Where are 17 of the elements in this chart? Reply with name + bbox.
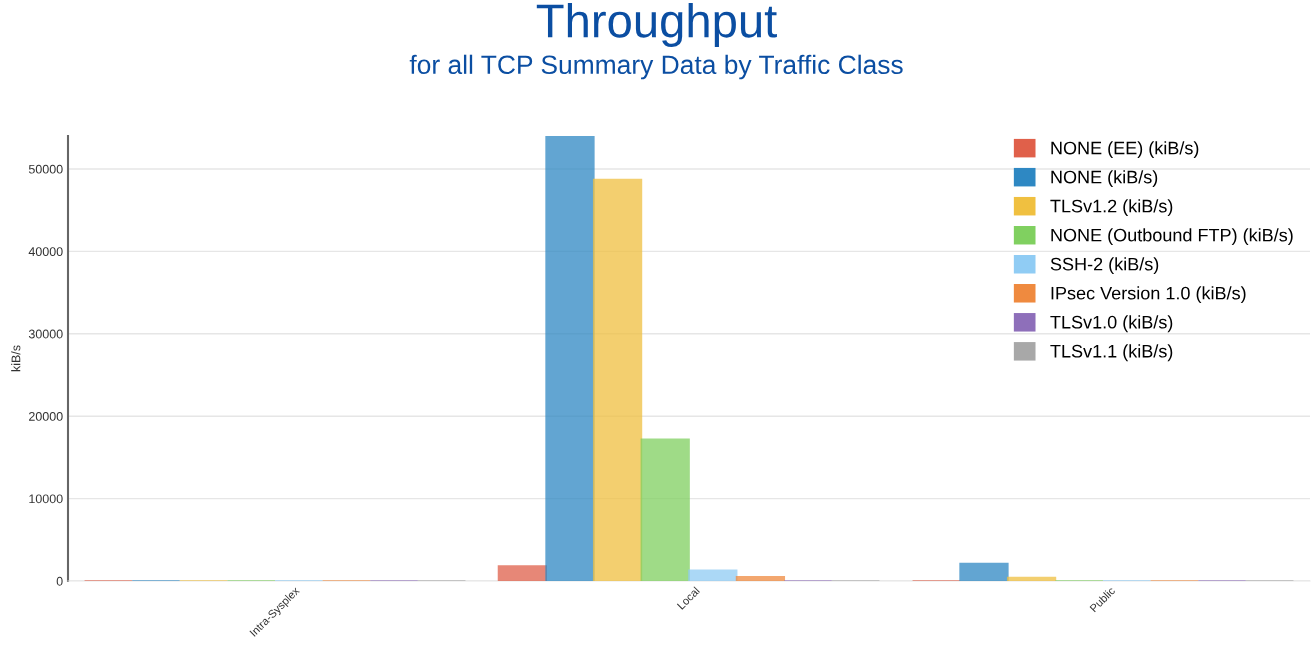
legend-label: IPsec Version 1.0 (kiB/s) [1051, 286, 1246, 304]
y-tick-label: 30000 [28, 329, 63, 339]
legend-label: TLSv1.1 (kiB/s) [1050, 344, 1173, 362]
y-tick-label: 10000 [29, 494, 63, 504]
legend-label: NONE (Outbound FTP) (kiB/s) [1051, 228, 1293, 246]
y-tick-label: 20000 [29, 411, 63, 421]
chart-title: Throughput [536, 2, 777, 48]
legend-label: NONE (EE) (kiB/s) [1051, 141, 1199, 158]
chart-subtitle: for all TCP Summary Data by Traffic Class [409, 54, 903, 80]
y-tick-label: 0 [56, 576, 63, 586]
y-tick-label: 40000 [28, 247, 63, 257]
y-axis-title: kiB/s [11, 345, 21, 372]
y-tick-label: 50000 [28, 164, 63, 174]
legend-label: TLSv1.2 (kiB/s) [1050, 199, 1173, 217]
legend-label: TLSv1.0 (kiB/s) [1050, 315, 1173, 333]
legend-label: SSH-2 (kiB/s) [1050, 257, 1159, 275]
legend-label: NONE (kiB/s) [1051, 170, 1158, 188]
